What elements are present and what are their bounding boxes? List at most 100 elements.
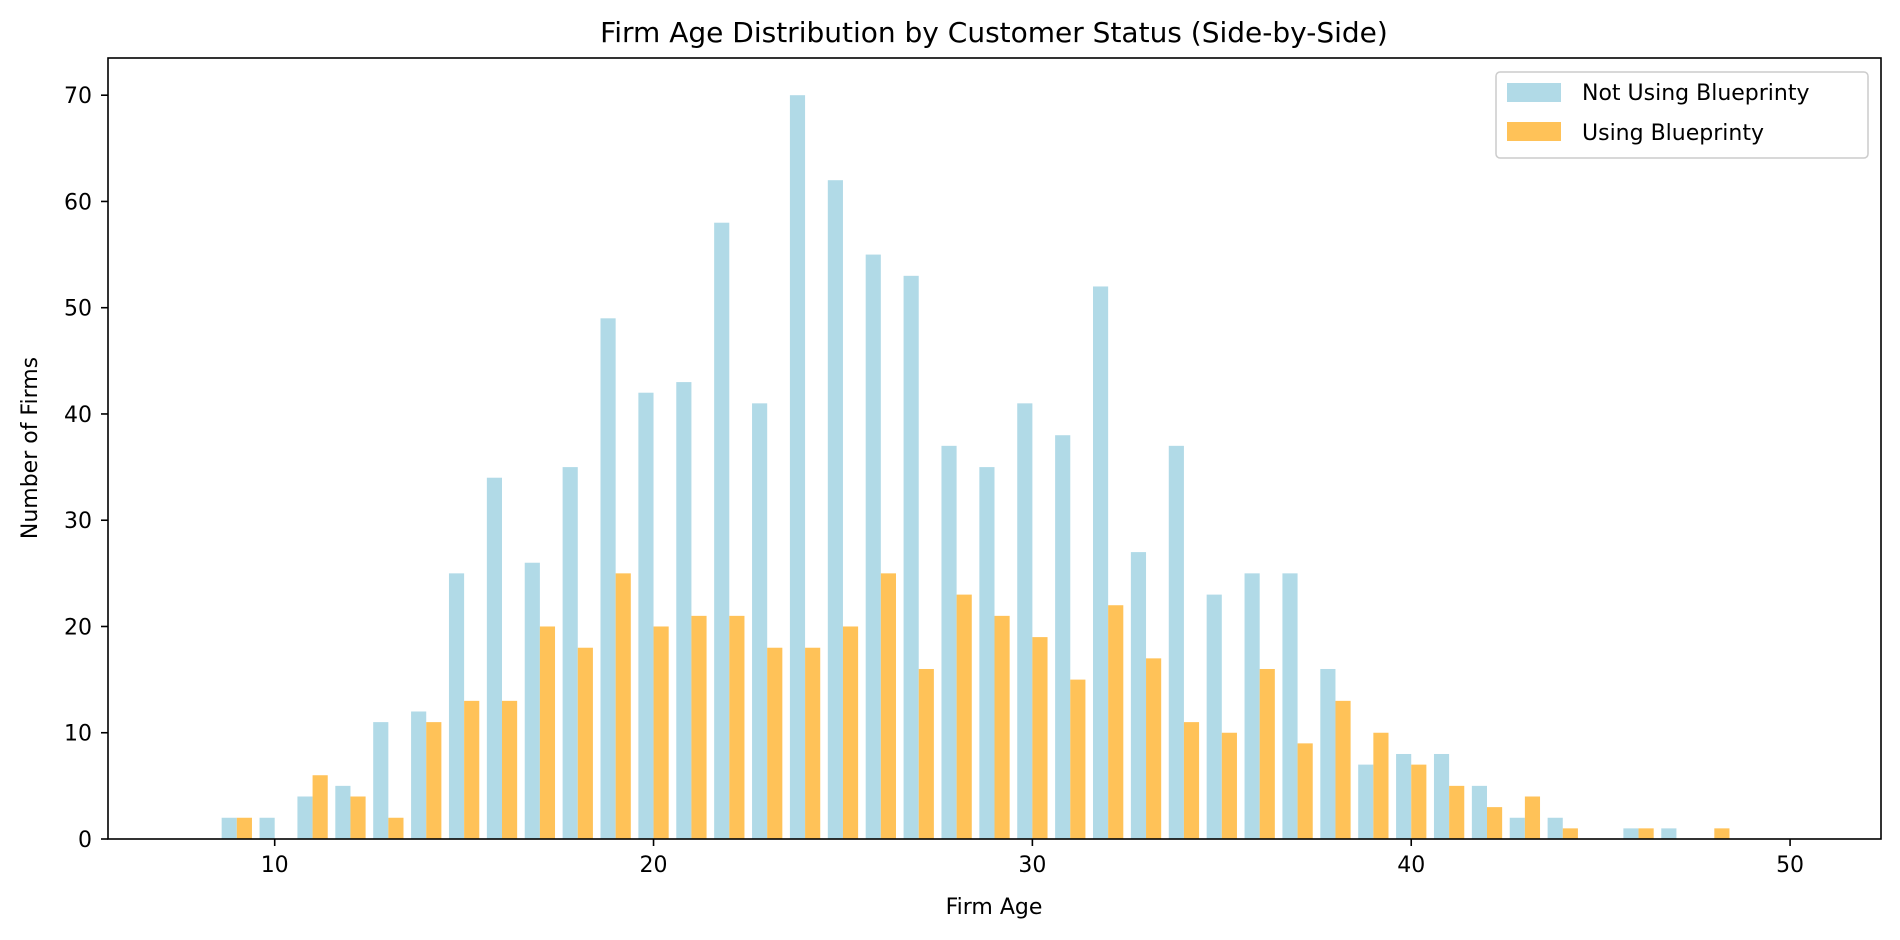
bar-using-9 [236, 817, 252, 839]
y-tick-label-30: 30 [64, 509, 92, 534]
x-tick-label-30: 30 [1018, 853, 1046, 878]
bar-using-23 [767, 647, 783, 839]
y-tick-label-50: 50 [64, 297, 92, 322]
bar-not-using-16 [486, 477, 502, 839]
legend-label-not-using: Not Using Blueprinty [1582, 81, 1810, 106]
bar-not-using-10 [259, 817, 275, 839]
bar-not-using-25 [827, 180, 843, 839]
bar-using-44 [1562, 828, 1578, 839]
plot-frame [107, 57, 1882, 840]
bar-not-using-46 [1623, 828, 1639, 839]
bar-using-29 [994, 615, 1010, 839]
bar-using-28 [956, 594, 972, 839]
bar-using-31 [1070, 679, 1086, 839]
bar-using-36 [1259, 668, 1275, 839]
bar-not-using-40 [1396, 753, 1412, 839]
bar-not-using-47 [1661, 828, 1677, 839]
bar-not-using-17 [524, 562, 540, 839]
bar-not-using-21 [676, 382, 692, 839]
bar-not-using-31 [1055, 435, 1071, 839]
bar-using-11 [312, 775, 328, 839]
bar-using-46 [1638, 828, 1654, 839]
bar-not-using-15 [448, 573, 465, 839]
bar-using-14 [426, 722, 442, 839]
bar-using-34 [1183, 722, 1200, 839]
y-tick-label-10: 10 [64, 722, 92, 747]
bar-not-using-41 [1433, 753, 1450, 839]
y-tick-label-0: 0 [78, 828, 92, 853]
x-tick-label-40: 40 [1397, 853, 1425, 878]
bar-using-20 [653, 626, 669, 839]
bar-not-using-33 [1130, 552, 1147, 839]
bar-using-22 [729, 615, 745, 839]
bar-using-33 [1146, 658, 1162, 839]
bar-not-using-26 [865, 254, 881, 839]
bar-using-41 [1449, 785, 1465, 839]
chart-title: Firm Age Distribution by Customer Status… [600, 16, 1388, 49]
bar-using-27 [918, 668, 934, 839]
bar-not-using-14 [411, 711, 427, 839]
bar-not-using-9 [221, 817, 237, 839]
bar-not-using-22 [714, 222, 730, 839]
bar-using-39 [1373, 732, 1389, 839]
bar-using-42 [1487, 807, 1503, 839]
bar-not-using-43 [1509, 817, 1525, 839]
bar-using-26 [880, 573, 896, 839]
x-axis: 10 20 30 40 50 [261, 839, 1804, 878]
bar-not-using-32 [1093, 286, 1109, 840]
bar-not-using-28 [941, 445, 957, 839]
bar-using-40 [1411, 764, 1427, 839]
bar-using-35 [1221, 732, 1237, 839]
legend-frame [1495, 71, 1869, 159]
bar-using-16 [502, 700, 518, 839]
bar-not-using-35 [1206, 594, 1222, 839]
bar-using-25 [842, 626, 859, 839]
bar-not-using-18 [562, 467, 578, 839]
bar-not-using-24 [789, 95, 806, 839]
y-tick-label-40: 40 [64, 403, 92, 428]
bar-not-using-13 [373, 722, 389, 839]
y-tick-label-70: 70 [64, 84, 92, 109]
y-axis-label: Number of Firms [18, 357, 43, 539]
bar-not-using-39 [1358, 764, 1374, 839]
bar-not-using-29 [979, 467, 995, 839]
bar-using-30 [1032, 637, 1048, 839]
y-tick-label-60: 60 [64, 190, 92, 215]
legend-swatch-not-using [1507, 83, 1561, 102]
y-axis: 0 10 20 30 40 50 60 70 [64, 84, 108, 853]
bar-not-using-27 [903, 275, 919, 840]
bar-using-37 [1297, 743, 1313, 839]
legend-swatch-using [1507, 122, 1561, 141]
bar-using-32 [1108, 605, 1124, 839]
bar-not-using-20 [638, 392, 654, 839]
bar-using-38 [1335, 700, 1351, 839]
bar-not-using-11 [297, 796, 313, 839]
x-axis-label: Firm Age [946, 895, 1043, 920]
bar-not-using-34 [1168, 445, 1184, 839]
bar-not-using-44 [1547, 817, 1563, 839]
bar-not-using-42 [1471, 785, 1487, 839]
bar-not-using-19 [600, 318, 616, 840]
bar-not-using-38 [1320, 668, 1336, 839]
bar-not-using-30 [1017, 403, 1033, 839]
bar-not-using-37 [1282, 573, 1298, 839]
bar-not-using-36 [1244, 573, 1260, 839]
bar-using-17 [539, 626, 556, 839]
bar-using-15 [464, 700, 480, 839]
x-tick-label-20: 20 [640, 853, 668, 878]
bar-using-13 [388, 817, 404, 839]
bar-using-19 [615, 573, 631, 839]
bar-using-48 [1714, 828, 1730, 839]
x-tick-label-50: 50 [1776, 853, 1804, 878]
bar-using-12 [350, 796, 366, 839]
bar-using-24 [805, 647, 821, 839]
bar-using-21 [691, 615, 707, 839]
bars-group [221, 95, 1730, 840]
bar-not-using-23 [752, 403, 768, 839]
legend-label-using: Using Blueprinty [1582, 121, 1764, 146]
legend: Not Using Blueprinty Using Blueprinty [1495, 71, 1869, 159]
bar-not-using-12 [335, 785, 351, 839]
bar-using-18 [577, 647, 593, 839]
